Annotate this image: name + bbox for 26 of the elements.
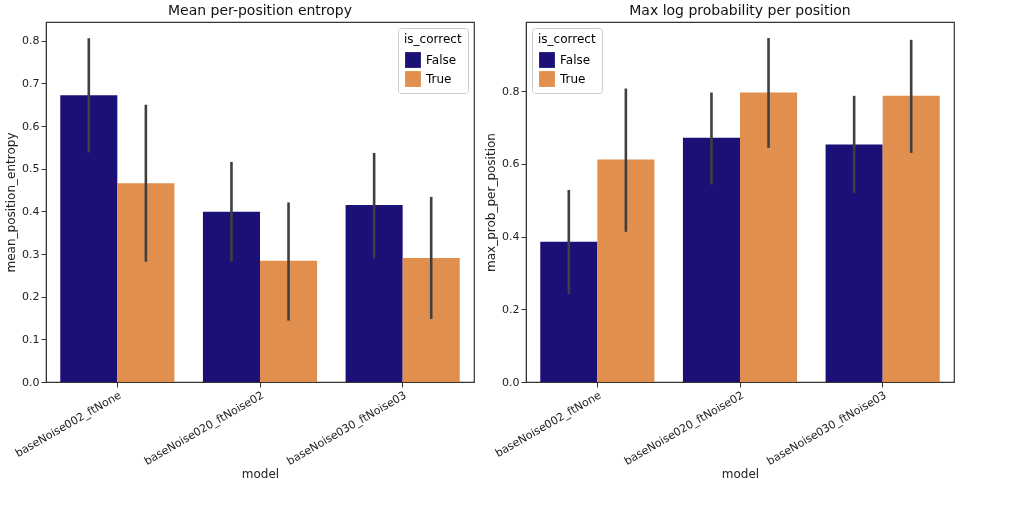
chart-title: Mean per-position entropy [167, 2, 353, 18]
y-axis-title: max_prob_per_position [484, 133, 499, 272]
legend-title: is_correct [404, 32, 462, 46]
y-tick-label: 0.1 [22, 332, 40, 346]
x-axis-title: model [721, 466, 760, 481]
legend-label: False [426, 53, 457, 67]
legend-label: True [559, 72, 586, 86]
y-tick-label: 0.0 [22, 375, 40, 389]
legend-label: False [560, 53, 591, 67]
y-tick-label: 0.0 [502, 375, 520, 389]
y-tick-label: 0.8 [22, 34, 40, 48]
y-tick-label: 0.3 [22, 247, 40, 261]
y-tick-label: 0.6 [22, 119, 40, 133]
y-tick-label: 0.2 [22, 290, 40, 304]
x-axis-title: model [241, 466, 280, 481]
y-tick-label: 0.8 [502, 84, 520, 98]
y-tick-label: 0.4 [502, 230, 520, 244]
y-axis-title: mean_position_entropy [4, 132, 19, 273]
y-tick-label: 0.6 [502, 157, 520, 171]
y-tick-label: 0.4 [22, 204, 40, 218]
legend-label: True [425, 72, 452, 86]
legend-title: is_correct [538, 32, 596, 46]
y-tick-label: 0.7 [22, 76, 40, 90]
y-tick-label: 0.5 [22, 162, 40, 176]
chart-title: Max log probability per position [629, 2, 851, 18]
y-tick-label: 0.2 [502, 302, 520, 316]
